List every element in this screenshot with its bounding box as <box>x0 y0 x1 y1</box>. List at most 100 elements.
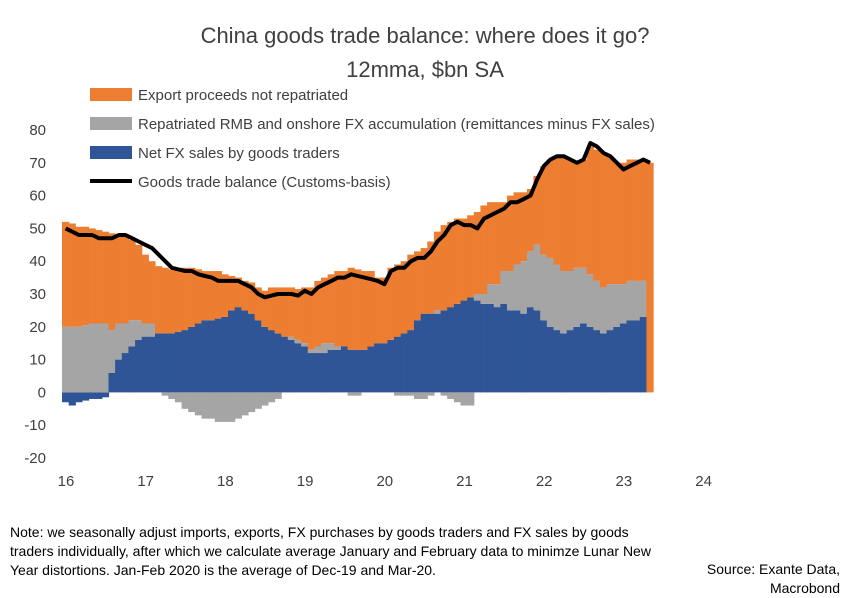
repatriated-bar <box>433 310 442 314</box>
export-proceeds-bar <box>267 287 276 331</box>
net-fx-sales-bar <box>613 326 621 393</box>
legend-swatch <box>90 88 132 101</box>
net-fx-sales-bar <box>394 336 402 393</box>
repatriated-bar <box>460 392 468 406</box>
export-proceeds-bar <box>321 277 329 344</box>
export-proceeds-bar <box>254 287 262 321</box>
net-fx-sales-bar <box>228 310 236 393</box>
chart: China goods trade balance: where does it… <box>24 23 712 490</box>
y-tick-label: 80 <box>29 122 46 139</box>
export-proceeds-bar <box>433 231 442 311</box>
repatriated-bar <box>301 343 309 347</box>
repatriated-bar <box>467 392 475 406</box>
repatriated-bar <box>261 392 269 406</box>
y-tick-label: 50 <box>29 220 46 237</box>
net-fx-sales-bar <box>427 313 435 393</box>
net-fx-sales-bar <box>460 300 468 393</box>
export-proceeds-bar <box>314 280 322 347</box>
export-proceeds-bar <box>467 215 475 298</box>
export-proceeds-bar <box>221 274 229 317</box>
net-fx-sales-bar <box>420 313 428 393</box>
repatriated-bar <box>194 392 203 416</box>
repatriated-bar <box>121 323 130 354</box>
repatriated-bar <box>586 274 594 327</box>
export-proceeds-bar <box>340 271 349 347</box>
x-tick-label: 21 <box>456 473 473 490</box>
repatriated-bar <box>613 284 621 327</box>
net-fx-sales-bar <box>487 303 495 393</box>
net-fx-sales-bar <box>201 320 209 393</box>
legend-swatch <box>90 146 132 159</box>
repatriated-bar <box>560 271 568 334</box>
net-fx-sales-bar <box>75 392 83 403</box>
repatriated-bar <box>128 320 136 347</box>
repatriated-bar <box>108 330 116 373</box>
export-proceeds-bar <box>334 271 342 347</box>
net-fx-sales-bar <box>573 326 581 393</box>
export-proceeds-bar <box>261 290 269 327</box>
y-tick-label: 0 <box>38 384 46 401</box>
repatriated-bar <box>68 326 76 393</box>
x-tick-label: 18 <box>217 473 234 490</box>
repatriated-bar <box>321 343 329 354</box>
net-fx-sales-bar <box>367 346 375 393</box>
net-fx-sales-bar <box>194 323 203 393</box>
legend-entry: Goods trade balance (Customs-basis) <box>138 174 391 191</box>
net-fx-sales-bar <box>81 392 90 401</box>
export-proceeds-bar <box>360 271 369 350</box>
net-fx-sales-bar <box>148 336 156 393</box>
net-fx-sales-bar <box>287 339 296 393</box>
export-proceeds-bar <box>274 287 282 334</box>
export-proceeds-bar <box>427 241 435 314</box>
repatriated-bar <box>274 392 282 399</box>
export-proceeds-bar <box>347 267 355 350</box>
repatriated-bar <box>626 280 634 321</box>
repatriated-bar <box>420 392 428 399</box>
repatriated-bar <box>573 267 581 327</box>
export-proceeds-bar <box>354 269 362 350</box>
x-tick-label: 16 <box>58 473 75 490</box>
net-fx-sales-bar <box>307 353 315 393</box>
y-tick-label: -10 <box>24 417 46 434</box>
repatriated-bar <box>234 392 242 419</box>
net-fx-sales-bar <box>626 320 634 393</box>
net-fx-sales-bar <box>387 339 395 393</box>
export-proceeds-bar <box>234 277 242 308</box>
export-proceeds-bar <box>327 274 335 344</box>
repatriated-bar <box>633 280 641 321</box>
repatriated-bar <box>540 254 548 321</box>
net-fx-sales-bar <box>560 333 568 393</box>
net-fx-sales-bar <box>267 330 276 393</box>
repatriated-bar <box>606 284 614 331</box>
export-proceeds-bar <box>560 156 568 272</box>
repatriated-bar <box>161 392 169 396</box>
repatriated-bar <box>400 392 408 396</box>
net-fx-sales-bar <box>433 313 442 393</box>
net-fx-sales-bar <box>135 339 143 393</box>
export-proceeds-bar <box>95 230 103 324</box>
repatriated-bar <box>347 392 355 396</box>
export-proceeds-bar <box>586 146 594 275</box>
repatriated-bar <box>267 392 276 403</box>
net-fx-sales-bar <box>101 392 110 398</box>
net-fx-sales-bar <box>181 330 189 393</box>
net-fx-sales-bar <box>327 349 335 393</box>
repatriated-bar <box>294 339 302 344</box>
net-fx-sales-bar <box>354 349 362 393</box>
net-fx-sales-bar <box>141 336 149 393</box>
export-proceeds-bar <box>141 254 149 324</box>
repatriated-bar <box>599 287 608 334</box>
y-tick-label: -20 <box>24 450 46 467</box>
export-proceeds-bar <box>533 175 541 245</box>
net-fx-sales-bar <box>221 316 229 393</box>
export-proceeds-bar <box>81 226 90 326</box>
export-proceeds-bar <box>121 236 130 324</box>
export-proceeds-bar <box>487 202 495 285</box>
export-proceeds-bar <box>287 287 296 337</box>
net-fx-sales-bar <box>380 343 389 393</box>
repatriated-bar <box>241 392 249 416</box>
export-proceeds-bar <box>506 195 515 272</box>
export-proceeds-bar <box>115 234 123 324</box>
net-fx-sales-bar <box>334 349 342 393</box>
export-proceeds-bar <box>626 159 634 281</box>
